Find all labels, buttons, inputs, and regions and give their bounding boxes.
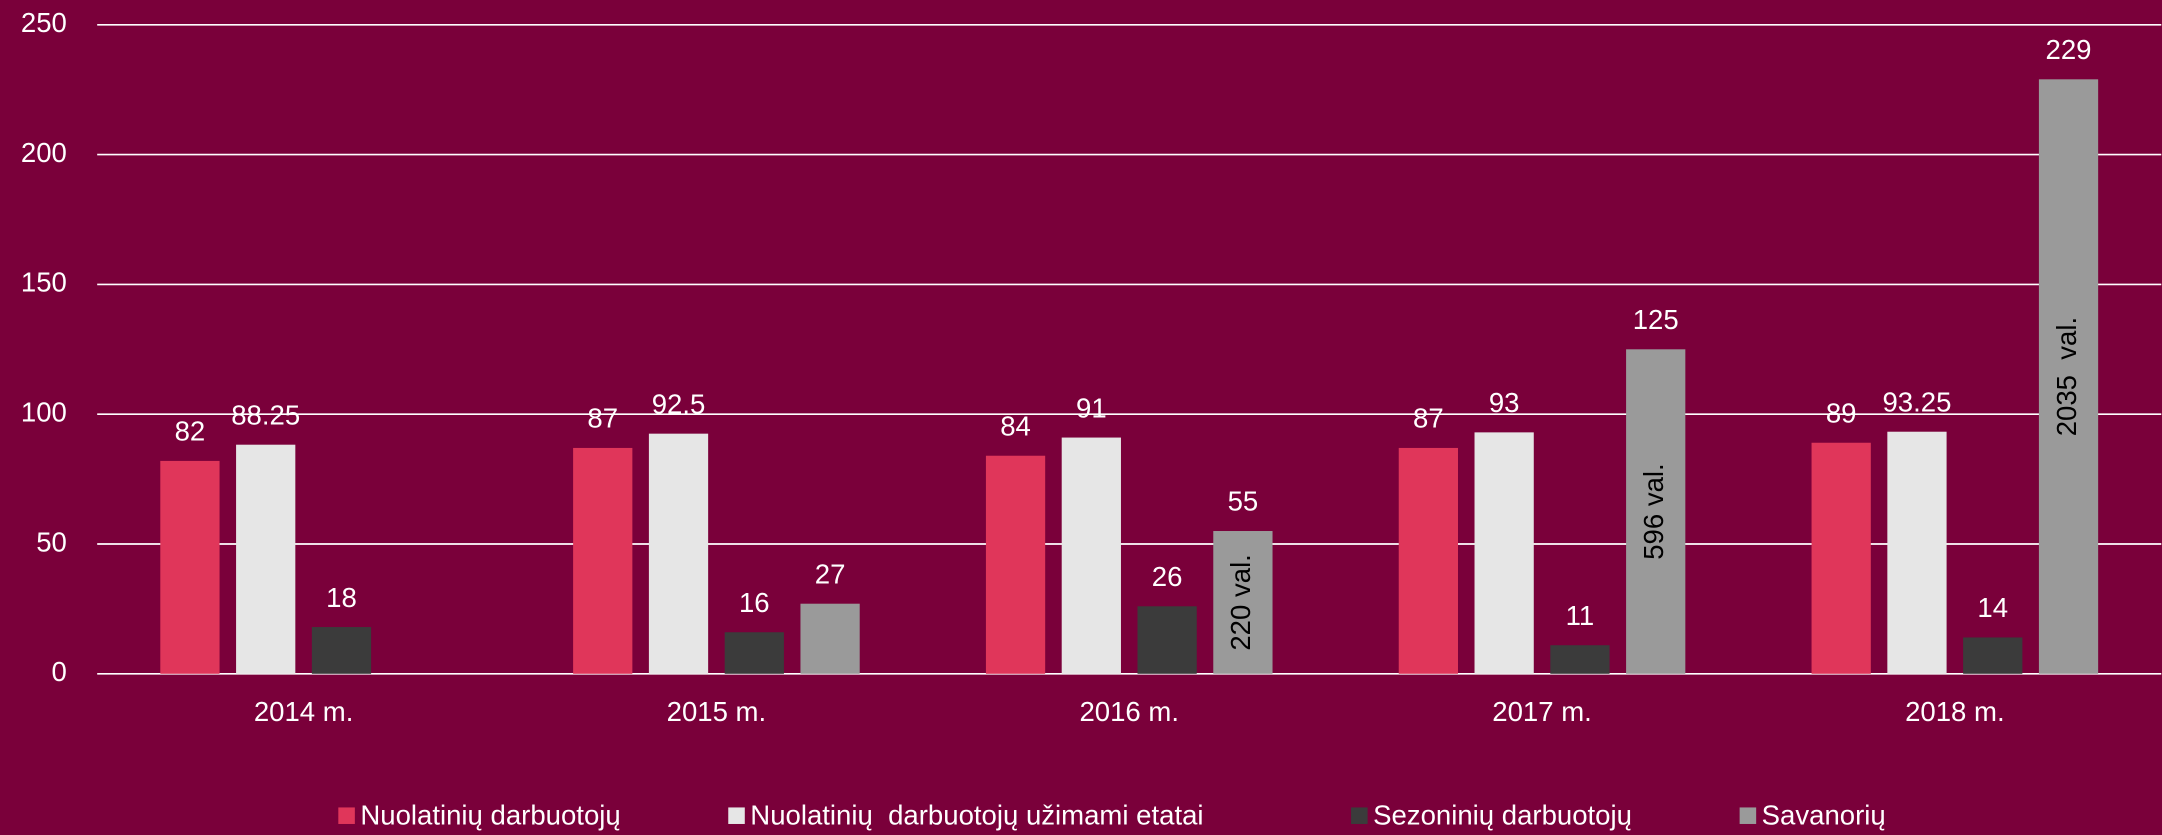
value-label: 93 [1489,387,1520,418]
value-label: 27 [815,558,846,589]
bar [1474,432,1534,674]
value-label: 125 [1633,304,1679,335]
legend-label: Sezoninių darbuotojų [1373,799,1632,830]
value-label: 91 [1076,392,1107,423]
value-label: 229 [2046,34,2092,65]
value-label: 55 [1228,486,1259,517]
y-tick-label: 250 [21,7,67,38]
legend-swatch [338,807,355,824]
x-tick-label: 2017 m. [1492,696,1592,727]
legend-swatch [1351,807,1368,824]
bar [311,627,372,674]
bar [2038,79,2099,674]
bar [1963,637,2023,674]
bar [1213,531,1273,674]
bar [236,444,296,674]
bar [1550,645,1610,674]
bar [800,603,860,674]
x-tick-label: 2015 m. [667,696,767,727]
value-label: 84 [1000,410,1031,441]
bar [1811,442,1871,674]
y-tick-label: 0 [52,656,67,687]
value-label: 26 [1152,561,1183,592]
bar-annotation: 220 val. [1225,554,1256,650]
legend-swatch [1739,807,1757,824]
x-tick-label: 2018 m. [1905,696,2005,727]
value-label: 11 [1566,600,1595,631]
bar-annotation: 2035 val. [2051,317,2082,436]
bar [1626,349,1686,674]
value-label: 16 [739,587,770,618]
legend-swatch [728,807,745,824]
bar [648,433,709,674]
y-tick-label: 100 [21,396,67,427]
legend-label: Nuolatinių darbuotojų [360,799,620,830]
bar-annotation: 596 val. [1638,463,1669,559]
value-label: 82 [175,416,206,447]
value-label: 18 [326,582,357,613]
value-label: 14 [1977,592,2008,623]
value-label: 92.5 [652,388,706,419]
legend-label: Nuolatinių darbuotojų užimami etatai [750,799,1203,830]
y-tick-label: 200 [21,137,67,168]
x-tick-label: 2014 m. [254,696,354,727]
value-label: 88.25 [231,399,300,430]
bar [1398,447,1458,674]
y-tick-label: 50 [36,526,67,557]
legend-label: Savanorių [1762,799,1886,830]
y-tick-label: 150 [21,267,67,298]
value-label: 87 [587,403,618,434]
x-tick-label: 2016 m. [1079,696,1179,727]
value-label: 87 [1413,403,1444,434]
value-label: 93.25 [1882,386,1951,417]
bar [160,460,220,674]
bar [573,447,633,674]
bar [1887,431,1947,674]
bar [985,455,1046,674]
bar [1061,437,1121,674]
bar [1137,606,1197,674]
bar [724,632,784,674]
value-label: 89 [1826,397,1857,428]
